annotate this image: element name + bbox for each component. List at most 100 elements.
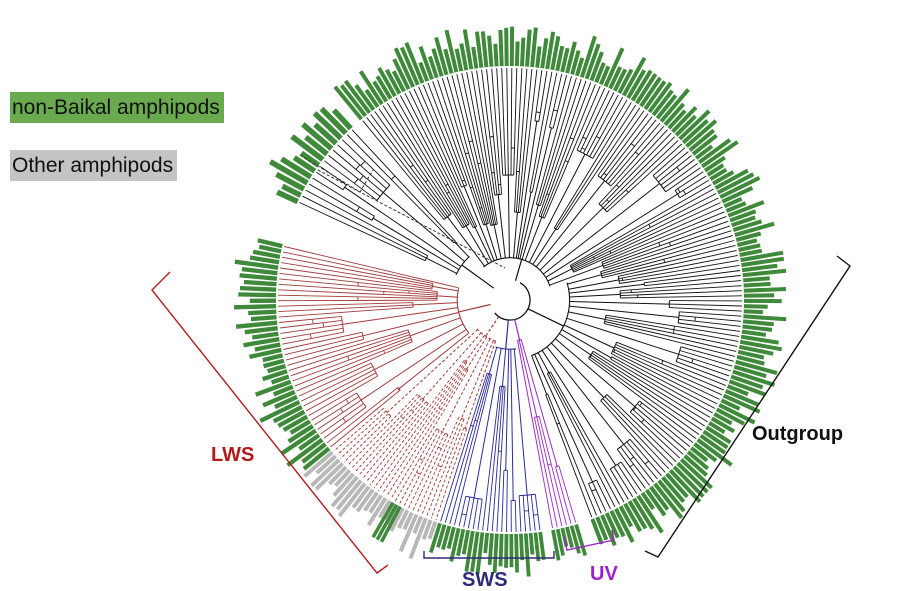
tip-branch xyxy=(545,394,593,518)
tip-branch xyxy=(602,136,676,209)
tip-bar xyxy=(626,69,647,100)
branch-line xyxy=(360,329,467,401)
tip-bar xyxy=(688,128,716,152)
tip-bar xyxy=(681,119,709,145)
tip-bar xyxy=(398,513,419,553)
branch-stem xyxy=(458,303,491,313)
branch-arc xyxy=(390,175,396,180)
branch-arc xyxy=(400,415,404,419)
branch-arc xyxy=(582,136,587,140)
tip-branch xyxy=(674,171,704,191)
tip-bar xyxy=(431,48,444,77)
tip-bar xyxy=(663,102,686,127)
tip-bar xyxy=(743,309,763,315)
branch-arc xyxy=(691,358,694,364)
tip-bar xyxy=(702,429,729,450)
branch-arc xyxy=(694,317,696,322)
tip-branch xyxy=(619,280,742,292)
branch-arc xyxy=(455,256,470,276)
tip-bar xyxy=(252,249,281,260)
tip-branch xyxy=(541,468,554,529)
tip-bar xyxy=(262,389,296,408)
tip-bar xyxy=(686,450,710,471)
branch-line xyxy=(382,192,465,262)
tip-bar xyxy=(280,428,318,456)
branch-arc xyxy=(565,160,569,163)
tip-bar xyxy=(408,517,428,560)
tip-branch xyxy=(324,160,378,201)
tip-branch xyxy=(382,105,464,229)
tip-bar xyxy=(520,37,526,67)
tip-bar xyxy=(290,134,325,162)
tip-bar xyxy=(655,94,678,120)
lws-grey-clade xyxy=(333,316,500,521)
tip-bar xyxy=(280,156,313,180)
tip-bar xyxy=(397,509,410,529)
branch-arc xyxy=(468,140,473,143)
tip-branch xyxy=(354,397,423,473)
branch-line xyxy=(539,207,604,271)
tip-bar xyxy=(404,42,425,84)
tip-branch xyxy=(573,206,723,273)
branch-line xyxy=(517,192,532,259)
tip-bar xyxy=(514,41,520,67)
branch-line xyxy=(550,342,605,398)
branch-stem xyxy=(461,264,495,289)
tip-bar xyxy=(739,248,763,257)
branch-line xyxy=(342,307,458,325)
tip-bar xyxy=(250,315,277,322)
uv-label: UV xyxy=(590,563,618,585)
tip-branch xyxy=(538,80,587,217)
branch-arc xyxy=(549,126,554,129)
tip-bar xyxy=(651,89,674,117)
tip-bar xyxy=(334,469,352,487)
tip-bar xyxy=(248,309,277,316)
non-baikal-clade xyxy=(362,67,731,287)
branch-stem xyxy=(527,308,564,327)
tip-bar xyxy=(427,55,439,79)
branch-line xyxy=(507,174,510,258)
tip-bar xyxy=(335,479,363,511)
tip-bar xyxy=(384,68,402,95)
tip-branch xyxy=(601,211,725,263)
tip-branch xyxy=(370,114,448,218)
branch-arc xyxy=(322,322,325,328)
tip-branch xyxy=(604,321,737,352)
tip-branch xyxy=(544,86,601,219)
branch-arc xyxy=(672,329,675,334)
branch-arc xyxy=(416,471,421,475)
branch-arc xyxy=(683,190,687,195)
tip-bar xyxy=(723,196,743,209)
branch-arc xyxy=(676,166,680,172)
tip-bar xyxy=(304,134,329,157)
tip-branch xyxy=(281,256,433,286)
tip-bar xyxy=(709,167,728,181)
tip-bar xyxy=(683,454,708,477)
branch-arc xyxy=(616,184,620,188)
tip-bar xyxy=(595,516,609,541)
tip-branch xyxy=(340,413,389,459)
sws-bracket xyxy=(423,551,555,559)
tip-bar xyxy=(721,185,754,204)
tip-bar xyxy=(234,259,279,270)
tip-bar xyxy=(282,414,309,432)
tip-bar xyxy=(710,416,736,434)
tip-bar xyxy=(471,46,479,69)
tip-branch xyxy=(387,102,465,228)
tip-bar xyxy=(343,79,372,114)
tip-branch xyxy=(491,386,504,532)
tip-branch xyxy=(301,366,373,402)
tip-bar xyxy=(540,38,549,69)
tip-branch xyxy=(620,461,642,492)
branch-arc xyxy=(663,259,666,263)
tip-bar xyxy=(459,43,469,71)
tip-branch xyxy=(278,283,438,296)
tip-bar xyxy=(301,442,327,464)
tip-branch xyxy=(381,368,466,494)
branch-arc xyxy=(476,328,496,342)
tip-branch xyxy=(408,90,476,228)
tip-branch xyxy=(542,84,596,218)
tip-bar xyxy=(519,533,525,561)
branch-stem xyxy=(485,316,500,337)
tip-branch xyxy=(604,323,736,357)
